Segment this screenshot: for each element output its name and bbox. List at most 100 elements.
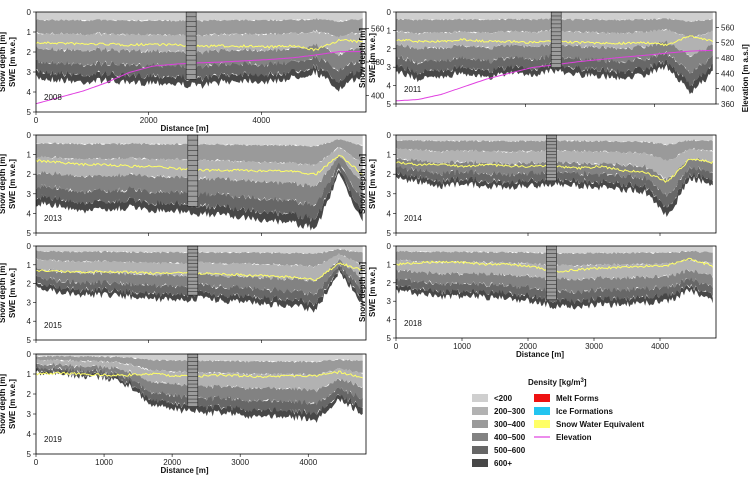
- snow-pit-column: [187, 353, 199, 407]
- panel-year-label: 2008: [44, 93, 62, 102]
- x-tick-label: 0: [34, 116, 39, 125]
- y-axis-label-swe: SWE [m w.e.]: [368, 267, 377, 317]
- plot-frame: [35, 245, 367, 341]
- density-band-5: [36, 162, 363, 221]
- legend-item-density: 500–600: [472, 446, 526, 455]
- y-tick-label: 3: [27, 298, 32, 307]
- density-band-2: [36, 18, 363, 39]
- x-tick-label: 2000: [519, 342, 537, 351]
- x-axis-label: Distance [m]: [160, 124, 208, 133]
- snow-pit-column: [546, 245, 557, 301]
- y-tick-label: 5: [27, 450, 32, 459]
- y-axis-label-swe: SWE [m w.e.]: [368, 159, 377, 209]
- density-band-2: [36, 249, 363, 268]
- x-tick-label: 4000: [252, 116, 270, 125]
- y-axis-label-depth: Snow depth [m]: [0, 154, 7, 214]
- snow-pit-column: [187, 245, 199, 296]
- legend-swatch: [534, 394, 550, 402]
- legend-label: 300–400: [494, 420, 526, 429]
- legend-label: 600+: [494, 459, 512, 468]
- y-axis-label-swe: SWE [m w.e.]: [8, 268, 17, 318]
- x-tick-label: 3000: [231, 458, 249, 467]
- legend-label: 400–500: [494, 433, 526, 442]
- panel-year-label: 2019: [44, 435, 62, 444]
- legend-item-other: Ice Formations: [534, 407, 613, 416]
- density-band-5: [36, 366, 363, 416]
- y2-tick-label: 480: [721, 54, 735, 63]
- y-tick-label: 1: [387, 151, 392, 160]
- y-tick-label: 5: [27, 336, 32, 345]
- legend-density-classes: <200 200–300 300–400 400–500 500–600 600+: [472, 394, 526, 468]
- x-tick-label: 2000: [140, 116, 158, 125]
- y2-tick-label: 360: [721, 100, 735, 109]
- y-tick-label: 4: [387, 316, 392, 325]
- panel-year-label: 2014: [404, 214, 422, 223]
- y-tick-label: 3: [27, 410, 32, 419]
- density-band-1: [36, 135, 363, 147]
- y-tick-label: 5: [387, 229, 392, 238]
- density-band-5: [36, 264, 363, 306]
- legend-label: 500–600: [494, 446, 526, 455]
- x-tick-label: 2000: [163, 458, 181, 467]
- y-tick-label: 1: [387, 26, 392, 35]
- panel-2014: 0 1 2 3 4 5 Snow depth [m] SWE [m w.e.] 2014: [358, 131, 717, 238]
- density-band-6: [36, 266, 363, 313]
- x-tick-label: 1000: [453, 342, 471, 351]
- legend-item-density: 400–500: [472, 433, 526, 442]
- snow-layers: [36, 246, 364, 313]
- swe-line: [36, 154, 363, 176]
- y-tick-label: 4: [27, 317, 32, 326]
- panel-year-label: 2015: [44, 321, 62, 330]
- snow-pit-column: [185, 11, 197, 80]
- legend-swatch: [472, 407, 488, 415]
- y-tick-label: 2: [387, 45, 392, 54]
- legend-swatch: [472, 394, 488, 402]
- swe-line: [36, 370, 363, 379]
- y-tick-label: 1: [27, 261, 32, 270]
- density-band-3: [36, 147, 363, 188]
- x-tick-label: 1000: [95, 458, 113, 467]
- x-tick-label: 0: [34, 458, 39, 467]
- legend-item-other: Snow Water Equivalent: [534, 420, 644, 429]
- y-axis-label-depth: Snow depth [m]: [0, 263, 7, 323]
- x-tick-label: 0: [394, 342, 399, 351]
- y-tick-label: 3: [387, 190, 392, 199]
- y-tick-label: 3: [27, 68, 32, 77]
- snow-pit-column: [550, 11, 562, 68]
- density-band-3: [396, 148, 713, 180]
- y-tick-label: 0: [27, 8, 32, 17]
- y-tick-label: 4: [27, 430, 32, 439]
- y2-tick-label: 400: [721, 85, 735, 94]
- y-tick-label: 1: [27, 28, 32, 37]
- y2-tick-label: 560: [721, 23, 735, 32]
- x-axis-label: Distance [m]: [160, 466, 208, 475]
- legend-label: Melt Forms: [556, 394, 599, 403]
- y-axis-label-swe: SWE [m w.e.]: [8, 37, 17, 87]
- y-tick-label: 1: [27, 151, 32, 160]
- y-tick-label: 2: [27, 390, 32, 399]
- y-tick-label: 4: [27, 88, 32, 97]
- density-band-3: [36, 252, 363, 284]
- y-tick-label: 1: [387, 260, 392, 269]
- legend-item-other: Melt Forms: [534, 394, 599, 403]
- y-tick-label: 4: [27, 209, 32, 218]
- y-tick-label: 2: [387, 170, 392, 179]
- y-tick-label: 4: [387, 82, 392, 91]
- panel-2011: 0 1 2 3 4 5 360 400 440 480 520 560 Snow depth [m] SW…: [358, 8, 750, 112]
- density-band-1: [36, 354, 363, 363]
- y2-tick-label: 520: [721, 39, 735, 48]
- y-tick-label: 4: [387, 209, 392, 218]
- x-axis-label: Distance [m]: [516, 350, 564, 359]
- density-band-2: [36, 355, 363, 377]
- y-axis-label-depth: Snow depth [m]: [0, 32, 7, 92]
- legend: Density [kg/m3] <200 200–300 300–400 400–50…: [472, 378, 644, 468]
- legend-swatch: [472, 420, 488, 428]
- legend-item-density: <200: [472, 394, 513, 403]
- legend-item-density: 300–400: [472, 420, 526, 429]
- panel-year-label: 2013: [44, 214, 62, 223]
- y-tick-label: 5: [387, 334, 392, 343]
- y2-tick-label: 560: [371, 25, 385, 34]
